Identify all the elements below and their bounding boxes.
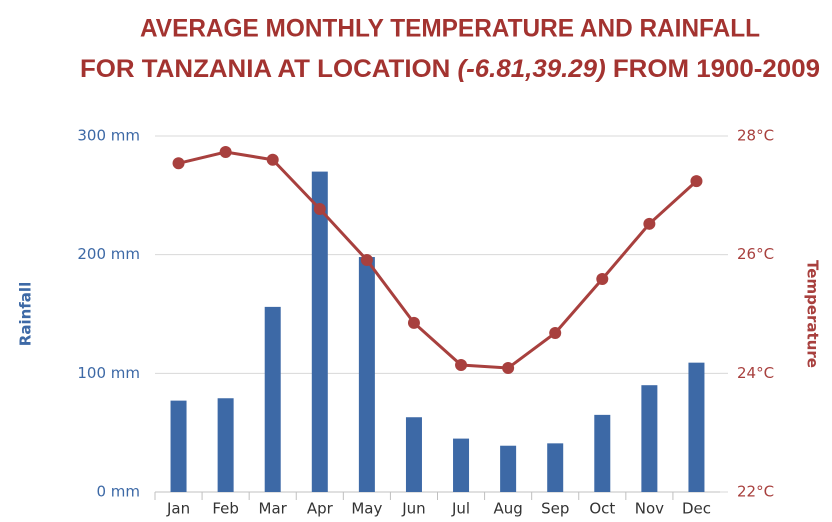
bar bbox=[170, 400, 187, 492]
temperature-point bbox=[266, 153, 279, 166]
bar bbox=[688, 362, 705, 492]
bar bbox=[547, 443, 564, 492]
title-part: (-6.81,39.29) bbox=[458, 55, 606, 83]
temperature-point bbox=[407, 316, 420, 329]
x-tick-label: Jul bbox=[451, 500, 470, 518]
y2-axis-title: Temperature bbox=[804, 260, 822, 368]
x-tick-label: Sep bbox=[541, 500, 569, 518]
bar bbox=[217, 398, 234, 492]
bar bbox=[311, 171, 328, 492]
temperature-point bbox=[219, 146, 232, 159]
x-tick-label: Oct bbox=[589, 500, 615, 518]
temperature-point bbox=[549, 326, 562, 339]
y-tick-label: 100 mm bbox=[77, 364, 140, 382]
x-tick-label: Nov bbox=[635, 500, 664, 518]
bar bbox=[264, 306, 281, 492]
bar bbox=[641, 385, 658, 492]
temperature-point bbox=[313, 202, 326, 215]
bar bbox=[594, 414, 611, 492]
y2-tick-label: 24°C bbox=[737, 364, 774, 382]
x-tick-label: Jan bbox=[166, 500, 190, 518]
temperature-point bbox=[172, 157, 185, 170]
temperature-line bbox=[178, 150, 698, 370]
temperature-point bbox=[455, 359, 468, 372]
y-tick-label: 200 mm bbox=[77, 245, 140, 263]
y2-tick-label: 26°C bbox=[737, 245, 774, 263]
y-tick-label: 300 mm bbox=[77, 127, 140, 145]
temperature-point bbox=[596, 272, 609, 285]
bar bbox=[500, 445, 517, 492]
x-tick-label: Jun bbox=[401, 500, 425, 518]
y-tick-label: 0 mm bbox=[96, 483, 140, 501]
chart-title: FOR TANZANIA AT LOCATION (-6.81,39.29) F… bbox=[80, 55, 820, 83]
x-tick-label: Mar bbox=[259, 500, 288, 518]
y-axis-title: Rainfall bbox=[17, 282, 35, 346]
chart-title: AVERAGE MONTHLY TEMPERATURE AND RAINFALL bbox=[140, 15, 760, 43]
temperature-point bbox=[643, 217, 656, 230]
x-tick-label: Apr bbox=[307, 500, 334, 518]
title-part: FROM 1900-2009 bbox=[613, 55, 820, 83]
bar bbox=[358, 257, 375, 492]
x-tick-label: May bbox=[351, 500, 382, 518]
title-part: FOR TANZANIA AT LOCATION bbox=[80, 55, 450, 83]
y2-tick-label: 22°C bbox=[737, 483, 774, 501]
x-tick-label: Dec bbox=[682, 500, 711, 518]
bar bbox=[453, 438, 470, 492]
bar bbox=[405, 417, 422, 492]
temperature-point bbox=[690, 175, 703, 188]
x-tick-label: Feb bbox=[212, 500, 239, 518]
x-tick-label: Aug bbox=[493, 500, 522, 518]
temperature-point bbox=[502, 361, 515, 374]
y2-tick-label: 28°C bbox=[737, 127, 774, 145]
temperature-point bbox=[360, 254, 373, 267]
